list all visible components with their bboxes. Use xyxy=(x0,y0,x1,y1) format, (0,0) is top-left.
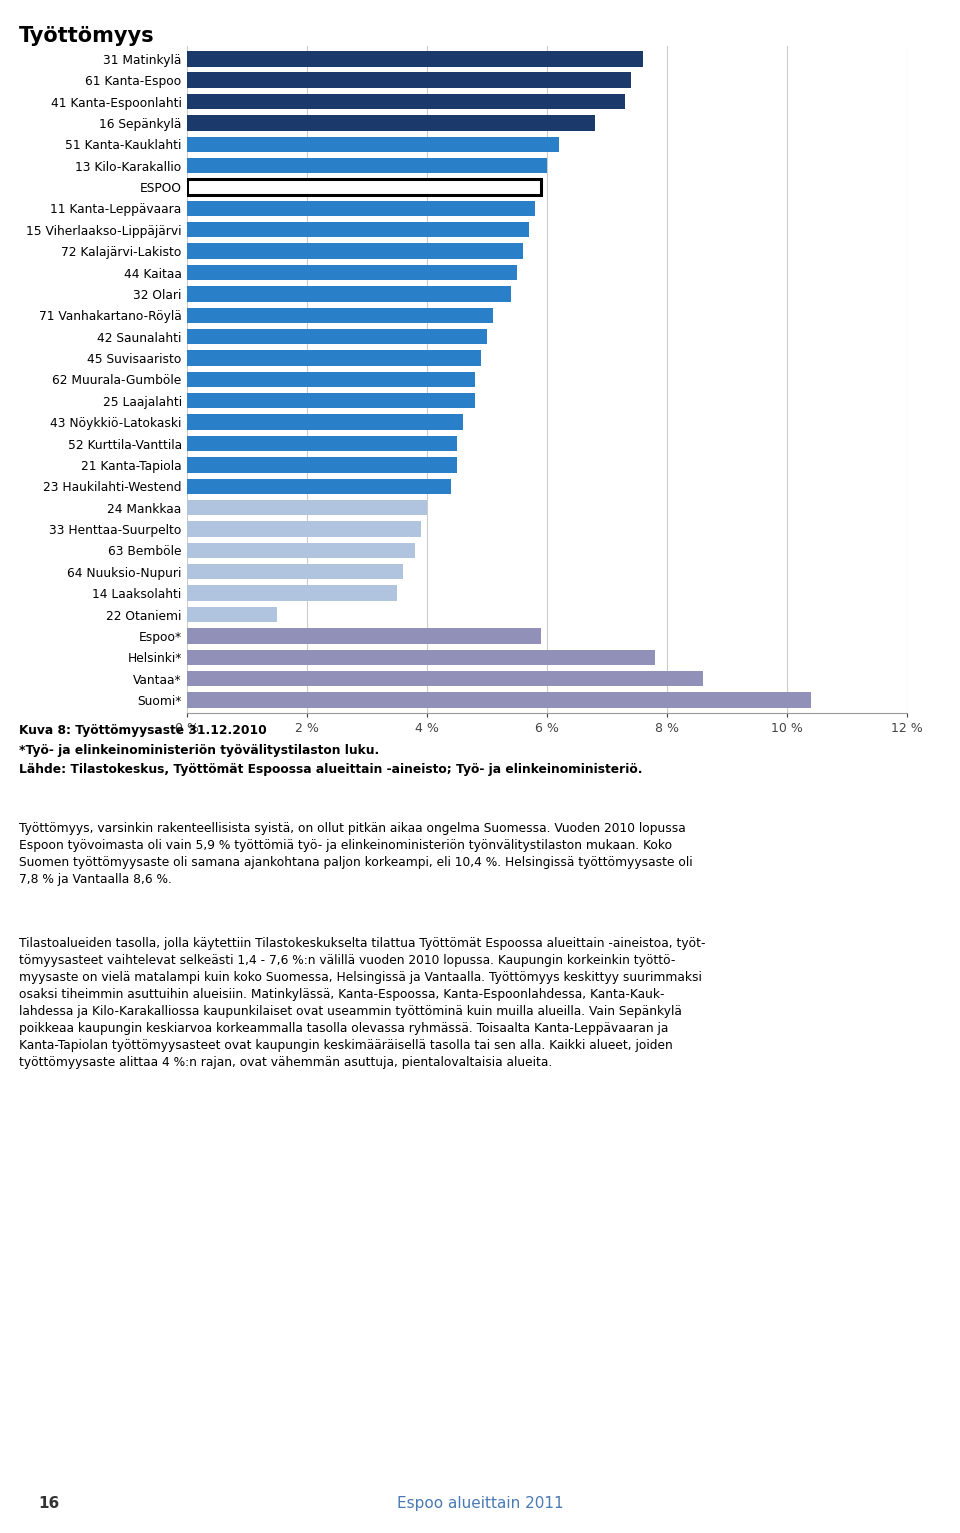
Bar xyxy=(187,115,595,130)
Bar xyxy=(187,607,277,622)
Text: Työttömyys: Työttömyys xyxy=(19,26,155,46)
Bar xyxy=(187,179,541,195)
Bar xyxy=(187,586,397,601)
Bar xyxy=(187,287,512,302)
Text: 16: 16 xyxy=(38,1496,60,1512)
Bar xyxy=(187,158,547,173)
Text: Kuva 8: Työttömyysaste 31.12.2010: Kuva 8: Työttömyysaste 31.12.2010 xyxy=(19,724,267,736)
Bar xyxy=(187,201,536,216)
Bar xyxy=(187,629,541,644)
Bar xyxy=(187,564,403,579)
Text: Espoo alueittain 2011: Espoo alueittain 2011 xyxy=(396,1496,564,1512)
Bar xyxy=(187,51,643,66)
Bar xyxy=(187,265,517,281)
Text: Lähde: Tilastokeskus, Työttömät Espoossa alueittain -aineisto; Työ- ja elinkeino: Lähde: Tilastokeskus, Työttömät Espoossa… xyxy=(19,763,642,776)
Bar xyxy=(187,650,655,665)
Bar xyxy=(187,222,529,238)
Bar xyxy=(187,94,625,109)
Text: *Työ- ja elinkeinoministeriön työvälitystilaston luku.: *Työ- ja elinkeinoministeriön työvälitys… xyxy=(19,744,379,756)
Bar xyxy=(187,330,488,345)
Bar xyxy=(187,72,632,87)
Bar xyxy=(187,521,421,537)
Bar xyxy=(187,693,811,708)
Bar xyxy=(187,371,475,388)
Bar xyxy=(187,457,457,472)
Bar xyxy=(187,351,481,366)
Bar xyxy=(187,136,559,152)
Bar xyxy=(187,414,464,429)
Text: Työttömyys, varsinkin rakenteellisista syistä, on ollut pitkän aikaa ongelma Suo: Työttömyys, varsinkin rakenteellisista s… xyxy=(19,822,693,886)
Bar xyxy=(187,671,703,687)
Bar xyxy=(187,478,451,494)
Bar xyxy=(187,435,457,451)
Bar xyxy=(187,500,427,515)
Bar xyxy=(187,392,475,408)
Bar xyxy=(187,244,523,259)
Bar xyxy=(187,308,493,323)
Text: Tilastoalueiden tasolla, jolla käytettiin Tilastokeskukselta tilattua Työttömät : Tilastoalueiden tasolla, jolla käytettii… xyxy=(19,937,706,1069)
Bar xyxy=(187,543,416,558)
